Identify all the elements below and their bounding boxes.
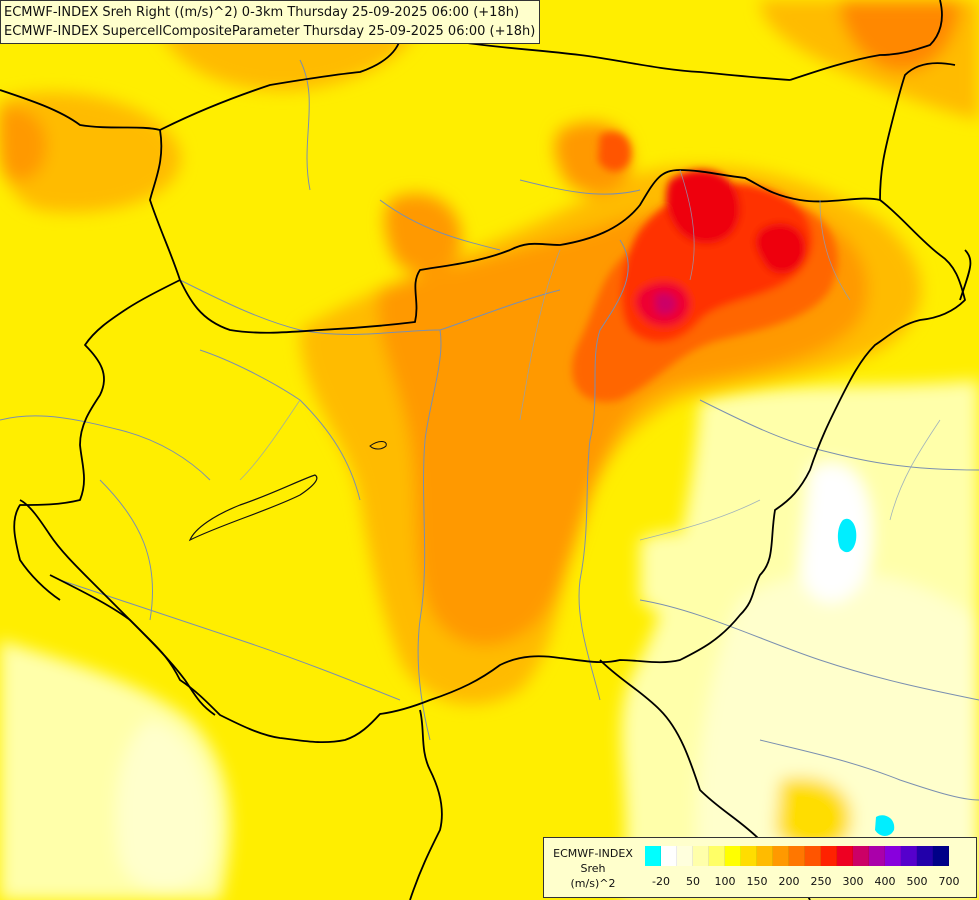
map-title-box: ECMWF-INDEX Sreh Right ((m/s)^2) 0-3km T… [0,0,541,44]
legend-swatch [789,846,805,866]
legend-title-unit: (m/s)^2 [570,877,616,890]
legend-swatch [837,846,853,866]
legend-swatch [805,846,821,866]
small-lake [369,441,387,450]
legend-swatch [869,846,885,866]
legend-tick-label: 250 [810,875,832,888]
field-negative-spots [837,518,895,836]
border-ukraine [879,62,956,201]
legend-title: ECMWF-INDEX Sreh (m/s)^2 [548,846,638,891]
legend-swatch [645,846,661,866]
legend-swatches [645,846,949,866]
legend-tick-label: 500 [906,875,928,888]
border-hungary [19,169,966,744]
legend-tick-label: 100 [714,875,736,888]
lake-balaton [188,474,318,542]
field-low-zones [0,380,979,900]
legend-tick-label: -20 [652,875,670,888]
legend-tick-label: 50 [686,875,700,888]
legend-swatch [885,846,901,866]
field-red-zones [572,131,838,402]
legend-swatch [725,846,741,866]
legend-swatch [661,846,677,866]
legend-tick-label: 300 [842,875,864,888]
legend-tick-label: 150 [746,875,768,888]
legend-swatch [693,846,709,866]
internal-boundaries [239,169,941,541]
title-line-scp: ECMWF-INDEX SupercellCompositeParameter … [4,24,536,39]
legend-swatch [709,846,725,866]
border-poland [789,0,943,81]
border-north [0,89,181,281]
title-line-sreh: ECMWF-INDEX Sreh Right ((m/s)^2) 0-3km T… [4,5,520,20]
legend-swatch [677,846,693,866]
border-west [13,279,181,601]
legend-swatch [741,846,757,866]
legend-swatch [901,846,917,866]
legend-swatch [821,846,837,866]
legend-tick-label: 200 [778,875,800,888]
border-south [409,709,443,900]
legend-title-param: Sreh [580,862,606,875]
legend-swatch [917,846,933,866]
legend-tick-label: 700 [938,875,960,888]
border-croatia [49,574,216,716]
legend-ticks: -20 50 100 150 200 250 300 400 500 700 [645,875,975,889]
legend-swatch [757,846,773,866]
legend-tick-label: 400 [874,875,896,888]
legend-title-source: ECMWF-INDEX [553,847,633,860]
legend-swatch [933,846,949,866]
rivers [0,59,979,801]
legend-swatch [773,846,789,866]
border-romania [959,249,972,301]
legend-swatch [853,846,869,866]
color-legend: ECMWF-INDEX Sreh (m/s)^2 -20 50 100 150 200 2… [543,837,977,898]
